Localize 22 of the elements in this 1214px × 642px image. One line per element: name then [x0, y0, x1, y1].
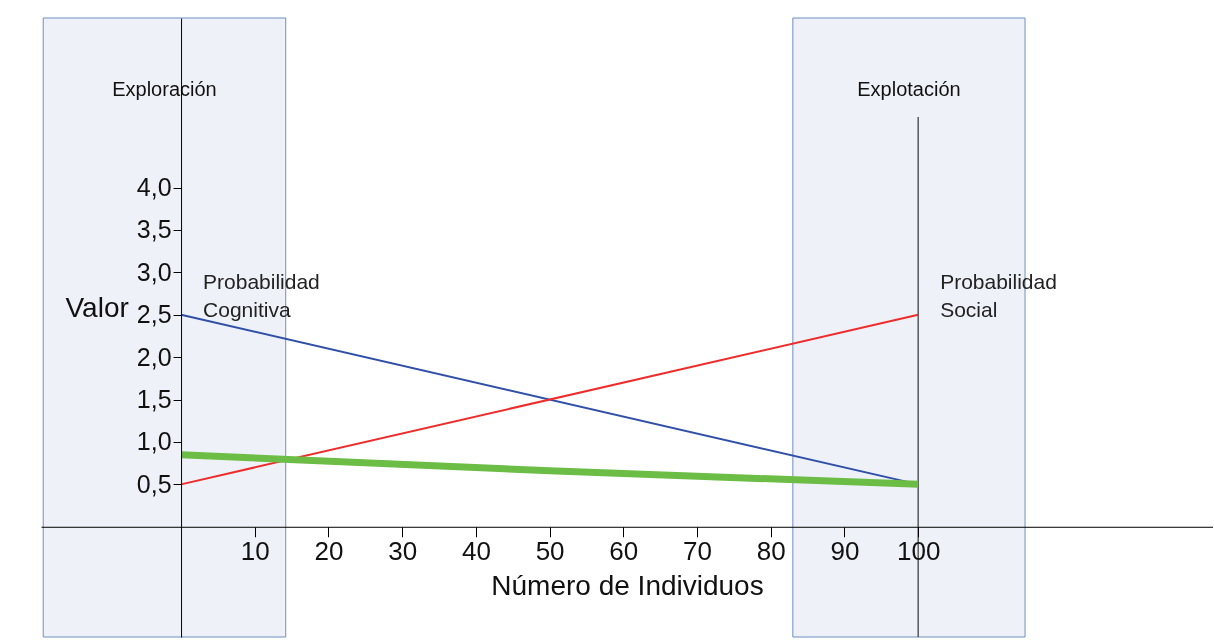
y-tick-label: 0,5 — [136, 469, 172, 498]
x-axis-title: Número de Individuos — [491, 570, 764, 602]
x-tick-label: 90 — [830, 536, 860, 567]
series-label: Probabilidad Cognitiva — [203, 269, 320, 321]
x-tick-label: 10 — [240, 536, 270, 567]
x-tick-label: 50 — [535, 536, 565, 567]
y-tick-label: 3,0 — [136, 257, 172, 286]
x-tick-label: 60 — [609, 536, 639, 567]
band-label: Explotación — [857, 78, 961, 100]
x-tick-label: 40 — [461, 536, 491, 567]
y-tick-label: 3,5 — [136, 215, 172, 244]
y-tick-label: 1,5 — [136, 385, 172, 414]
y-tick-label: 2,5 — [136, 300, 172, 329]
x-tick-label: 70 — [683, 536, 712, 567]
y-axis-title: Valor — [65, 292, 129, 324]
x-tick-label: 30 — [388, 536, 418, 567]
y-tick-label: 1,0 — [136, 427, 172, 456]
y-tick-label: 4,0 — [136, 173, 172, 202]
series-label: Probabilidad Social — [940, 269, 1057, 321]
y-tick-label: 2,0 — [136, 342, 172, 371]
x-tick-label: 20 — [314, 536, 344, 567]
x-tick-label: 80 — [756, 536, 786, 567]
